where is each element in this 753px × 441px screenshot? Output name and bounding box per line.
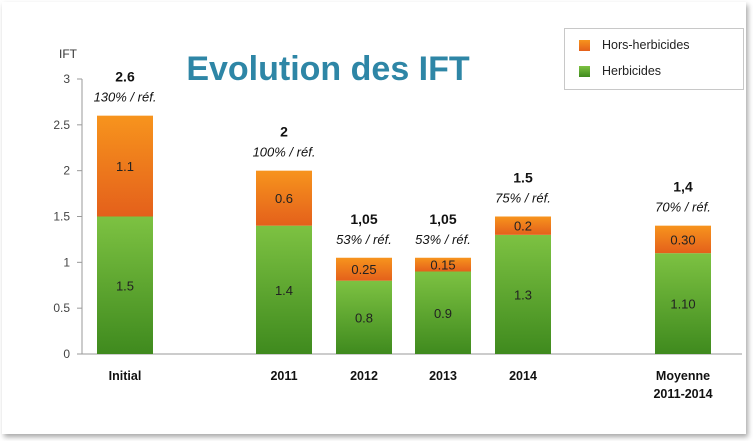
bar-value-label: 1.3 bbox=[514, 287, 532, 302]
bar-segment-hors-herbicides bbox=[655, 225, 711, 254]
bar-value-label: 0.8 bbox=[355, 310, 373, 325]
y-tick-label: 0.5 bbox=[53, 301, 70, 315]
bar-value-label: 1.10 bbox=[670, 297, 695, 312]
bar-value-label: 0.30 bbox=[670, 232, 695, 247]
y-axis-label: IFT bbox=[59, 47, 78, 61]
bar-segment-herbicides bbox=[97, 216, 153, 354]
y-tick-label: 1 bbox=[63, 255, 70, 269]
bar-segment-herbicides bbox=[655, 253, 711, 354]
x-category-label: 2013 bbox=[429, 369, 457, 383]
y-tick-label: 3 bbox=[63, 72, 70, 86]
legend-label-herbicides: Herbicides bbox=[602, 64, 662, 78]
bar-segment-herbicides bbox=[495, 234, 551, 354]
bar-value-label: 0.2 bbox=[514, 219, 532, 234]
bar-value-label: 0.6 bbox=[275, 191, 293, 206]
bar-segment-hors-herbicides bbox=[495, 216, 551, 235]
y-tick-label: 2 bbox=[63, 164, 70, 178]
bar-total-label: 1,05 bbox=[429, 211, 456, 227]
legend-item-herbicides: Herbicides bbox=[579, 63, 661, 79]
bar-total-label: 1.5 bbox=[513, 170, 533, 186]
x-category-label: 2012 bbox=[350, 369, 378, 383]
chart-frame: Evolution des IFT IFT 0 0.5 1 1.5 2 2.5 3 1.5 1… bbox=[2, 2, 746, 434]
bar-value-label: 1.5 bbox=[116, 278, 134, 293]
bar-total-label: 2 bbox=[280, 124, 288, 140]
bar-ratio-label: 53% / réf. bbox=[415, 232, 471, 247]
x-category-label: Initial bbox=[109, 369, 142, 383]
bar-segment-herbicides bbox=[336, 280, 392, 354]
bar-segment-herbicides bbox=[415, 271, 471, 354]
bar-total-label: 2.6 bbox=[115, 69, 135, 85]
bar-segment-hors-herbicides bbox=[256, 170, 312, 226]
legend-item-hors-herbicides: Hors-herbicides bbox=[579, 37, 690, 53]
x-category-label-line2: 2011-2014 bbox=[653, 387, 712, 401]
axis-layer: 0 0.5 1 1.5 2 2.5 3 bbox=[53, 72, 742, 361]
x-category-label: 2011 bbox=[270, 369, 297, 383]
chart-title: Evolution des IFT bbox=[186, 50, 470, 88]
x-category-label: Moyenne bbox=[656, 369, 710, 383]
labels-layer: 1.5 1.1 2.6 130% / réf. Initial 1.4 0.6 2 100% /… bbox=[94, 69, 713, 401]
bar-value-label: 0.25 bbox=[351, 262, 376, 277]
y-tick-label: 0 bbox=[63, 347, 70, 361]
bar-total-label: 1,05 bbox=[350, 211, 377, 227]
bar-ratio-label: 100% / réf. bbox=[253, 145, 316, 160]
bar-value-label: 1.4 bbox=[275, 283, 293, 298]
legend-label-hors-herbicides: Hors-herbicides bbox=[602, 38, 690, 52]
bar-value-label: 1.1 bbox=[116, 159, 134, 174]
y-tick-label: 2.5 bbox=[53, 118, 70, 132]
y-tick-label: 1.5 bbox=[53, 210, 70, 224]
bar-ratio-label: 70% / réf. bbox=[655, 200, 711, 215]
bar-segment-hors-herbicides bbox=[415, 257, 471, 272]
x-category-label: 2014 bbox=[509, 369, 537, 383]
bar-segment-herbicides bbox=[256, 225, 312, 354]
bar-segment-hors-herbicides bbox=[97, 115, 153, 217]
bar-ratio-label: 130% / réf. bbox=[94, 90, 157, 105]
bar-total-label: 1,4 bbox=[673, 179, 693, 195]
bar-segment-hors-herbicides bbox=[336, 257, 392, 281]
legend-swatch-hors-herbicides bbox=[579, 39, 590, 51]
legend-swatch-herbicides bbox=[579, 65, 590, 77]
bar-value-label: 0.15 bbox=[430, 258, 455, 273]
bar-ratio-label: 75% / réf. bbox=[495, 191, 551, 206]
bar-value-label: 0.9 bbox=[434, 306, 452, 321]
bar-ratio-label: 53% / réf. bbox=[336, 232, 392, 247]
bars-layer bbox=[97, 115, 711, 354]
legend: Hors-herbicides Herbicides bbox=[564, 28, 744, 90]
